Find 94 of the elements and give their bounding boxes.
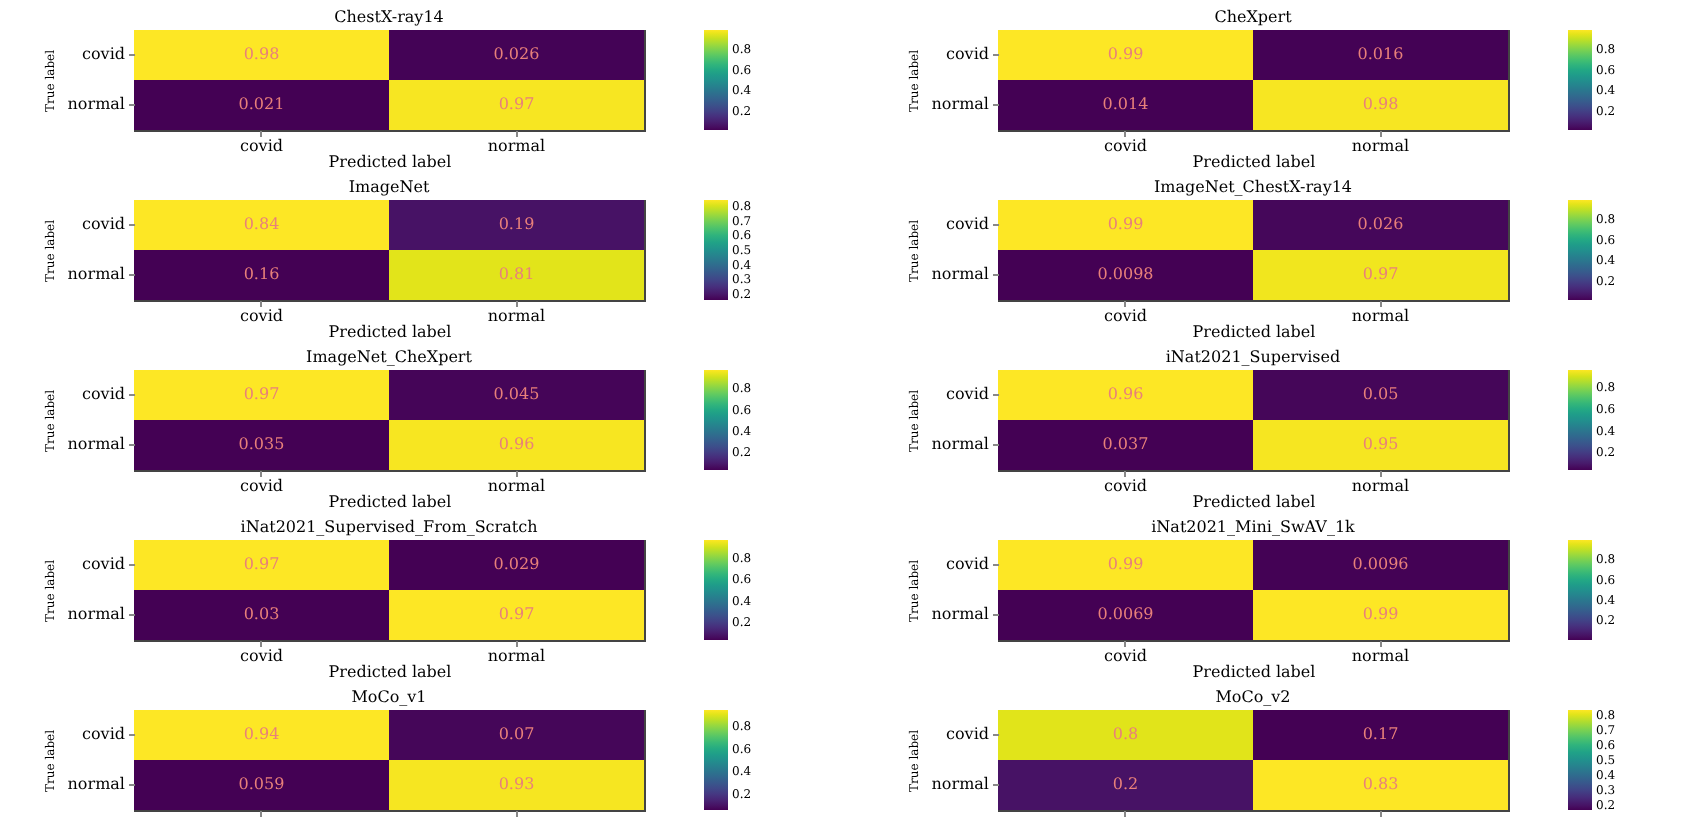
data-label: 0.16 — [243, 265, 280, 283]
y-tick-label: normal — [931, 95, 990, 113]
x-tick-label: normal — [487, 647, 547, 665]
chart-title: ChestX-ray14 — [334, 8, 444, 26]
y-tick-label: covid — [82, 45, 125, 63]
x-tick-label: covid — [1104, 137, 1147, 155]
y-tick-label: covid — [946, 215, 989, 233]
data-label: 0.0069 — [1097, 605, 1154, 623]
x-tick-label: covid — [240, 477, 283, 495]
y-tick-label: normal — [931, 265, 990, 283]
x-tick-label: covid — [1104, 307, 1147, 325]
y-tick-label: normal — [67, 435, 126, 453]
data-label: 0.97 — [498, 95, 535, 113]
chart-title: MoCo_v2 — [1215, 688, 1291, 706]
data-label: 0.05 — [1362, 385, 1399, 403]
x-tick-label: normal — [487, 307, 547, 325]
y-tick-label: covid — [946, 725, 989, 743]
chart-title: iNat2021_Supervised_From_Scratch — [240, 518, 538, 536]
y-tick-label: normal — [67, 605, 126, 623]
y-tick-label: normal — [931, 775, 990, 793]
chart-title: ImageNet — [348, 178, 431, 196]
data-label: 0.81 — [498, 265, 535, 283]
x-axis-title: Predicted label — [1192, 323, 1317, 341]
data-label: 0.17 — [1362, 725, 1399, 743]
x-axis-title: Predicted label — [1192, 663, 1317, 681]
data-label: 0.026 — [1357, 215, 1404, 233]
x-axis-title: Predicted label — [328, 153, 453, 171]
x-tick-label: covid — [1104, 647, 1147, 665]
y-tick-label: normal — [67, 95, 126, 113]
x-tick-label: normal — [1351, 477, 1411, 495]
x-tick-label: normal — [1351, 647, 1411, 665]
data-label: 0.014 — [1102, 95, 1149, 113]
data-label: 0.026 — [493, 45, 540, 63]
x-tick-label: normal — [487, 477, 547, 495]
y-tick-label: covid — [82, 215, 125, 233]
data-label: 0.97 — [1362, 265, 1399, 283]
data-label: 0.016 — [1357, 45, 1404, 63]
data-label: 0.029 — [493, 555, 540, 573]
x-tick-label: normal — [1351, 137, 1411, 155]
data-label: 0.96 — [498, 435, 535, 453]
data-label: 0.03 — [243, 605, 280, 623]
data-label: 0.99 — [1362, 605, 1399, 623]
data-label: 0.19 — [498, 215, 535, 233]
data-label: 0.97 — [243, 385, 280, 403]
y-tick-label: covid — [946, 45, 989, 63]
y-tick-label: covid — [946, 385, 989, 403]
data-label: 0.95 — [1362, 435, 1399, 453]
data-label: 0.0098 — [1097, 265, 1154, 283]
data-label: 0.96 — [1107, 385, 1144, 403]
y-tick-label: normal — [931, 435, 990, 453]
y-tick-label: normal — [931, 605, 990, 623]
data-label: 0.99 — [1107, 45, 1144, 63]
data-label: 0.98 — [243, 45, 280, 63]
data-label: 0.99 — [1107, 215, 1144, 233]
y-tick-label: covid — [82, 385, 125, 403]
y-tick-label: covid — [946, 555, 989, 573]
x-tick-label: covid — [240, 647, 283, 665]
y-tick-label: covid — [82, 555, 125, 573]
data-label: 0.021 — [238, 95, 285, 113]
data-label: 0.2 — [1112, 775, 1139, 793]
x-axis-title: Predicted label — [1192, 493, 1317, 511]
x-axis-title: Predicted label — [1192, 153, 1317, 171]
x-tick-label: covid — [240, 137, 283, 155]
data-label: 0.84 — [243, 215, 280, 233]
x-tick-label: normal — [487, 137, 547, 155]
y-tick-label: covid — [82, 725, 125, 743]
data-label: 0.97 — [243, 555, 280, 573]
data-label: 0.035 — [238, 435, 285, 453]
chart-title: iNat2021_Supervised — [1165, 348, 1341, 366]
data-label: 0.059 — [238, 775, 285, 793]
chart-title: ImageNet_ChestX-ray14 — [1153, 178, 1353, 196]
x-axis-title: Predicted label — [328, 493, 453, 511]
data-label: 0.97 — [498, 605, 535, 623]
chart-title: CheXpert — [1214, 8, 1294, 26]
data-label: 0.98 — [1362, 95, 1399, 113]
x-tick-label: covid — [240, 307, 283, 325]
x-axis-title: Predicted label — [328, 323, 453, 341]
chart-title: MoCo_v1 — [351, 688, 427, 706]
data-label: 0.0096 — [1352, 555, 1409, 573]
chart-title: iNat2021_Mini_SwAV_1k — [1151, 518, 1356, 536]
data-label: 0.037 — [1102, 435, 1149, 453]
data-label: 0.07 — [498, 725, 535, 743]
x-tick-label: normal — [1351, 307, 1411, 325]
x-tick-label: covid — [1104, 477, 1147, 495]
data-label: 0.94 — [243, 725, 280, 743]
data-label: 0.83 — [1362, 775, 1399, 793]
y-tick-label: normal — [67, 265, 126, 283]
data-label: 0.93 — [498, 775, 535, 793]
y-tick-label: normal — [67, 775, 126, 793]
chart-title: ImageNet_CheXpert — [306, 348, 474, 366]
data-label: 0.8 — [1112, 725, 1139, 743]
data-label: 0.99 — [1107, 555, 1144, 573]
x-axis-title: Predicted label — [328, 663, 453, 681]
data-label: 0.045 — [493, 385, 540, 403]
